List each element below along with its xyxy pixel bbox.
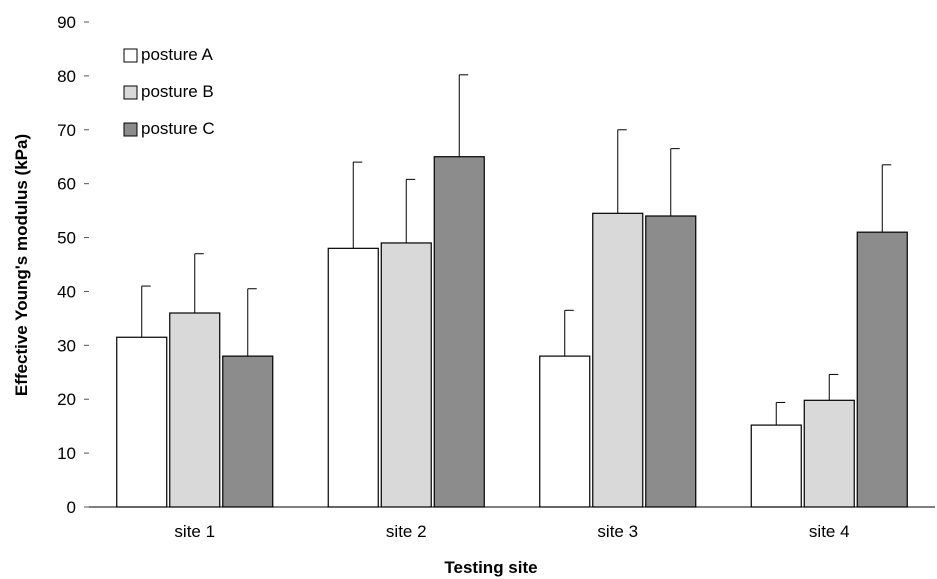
bar-posture-c-site-1 [222,355,274,508]
legend-swatch [123,48,138,63]
bar-posture-a-site-2 [327,247,379,508]
y-axis: 0 10 20 30 40 50 60 70 80 90 [57,13,89,517]
y-tick-label: 90 [57,13,76,32]
legend-label: posture C [141,119,215,138]
bar-posture-c-site-2 [433,156,485,508]
y-tick-label: 80 [57,67,76,86]
x-axis: site 1 site 2 site 3 site 4 [89,506,935,541]
y-axis-title: Effective Young's modulus (kPa) [12,134,31,396]
legend-swatch [123,85,138,100]
bar-posture-a-site-1 [116,336,168,508]
y-tick-label: 40 [57,282,76,301]
y-tick-label: 0 [67,498,76,517]
x-tick-label: site 4 [809,522,850,541]
bars [116,74,908,508]
y-tick-label: 20 [57,390,76,409]
y-tick-label: 60 [57,175,76,194]
x-axis-title: Testing site [444,558,537,577]
x-tick-label: site 3 [597,522,638,541]
bar-posture-a-site-3 [539,355,591,508]
bar-posture-b-site-4 [803,399,855,508]
bar-posture-c-site-4 [856,231,908,508]
bar-posture-c-site-3 [645,215,697,508]
y-tick-label: 30 [57,336,76,355]
x-tick-label: site 1 [174,522,215,541]
legend: posture A posture B posture C [123,45,215,138]
legend-label: posture B [141,82,214,101]
bar-posture-a-site-4 [750,424,802,508]
bar-posture-b-site-2 [380,242,432,508]
x-tick-label: site 2 [386,522,427,541]
bar-posture-b-site-1 [169,312,221,508]
legend-swatch [123,122,138,137]
y-tick-label: 50 [57,229,76,248]
y-tick-label: 70 [57,121,76,140]
bar-posture-b-site-3 [592,212,644,508]
y-tick-label: 10 [57,444,76,463]
legend-label: posture A [141,45,213,64]
